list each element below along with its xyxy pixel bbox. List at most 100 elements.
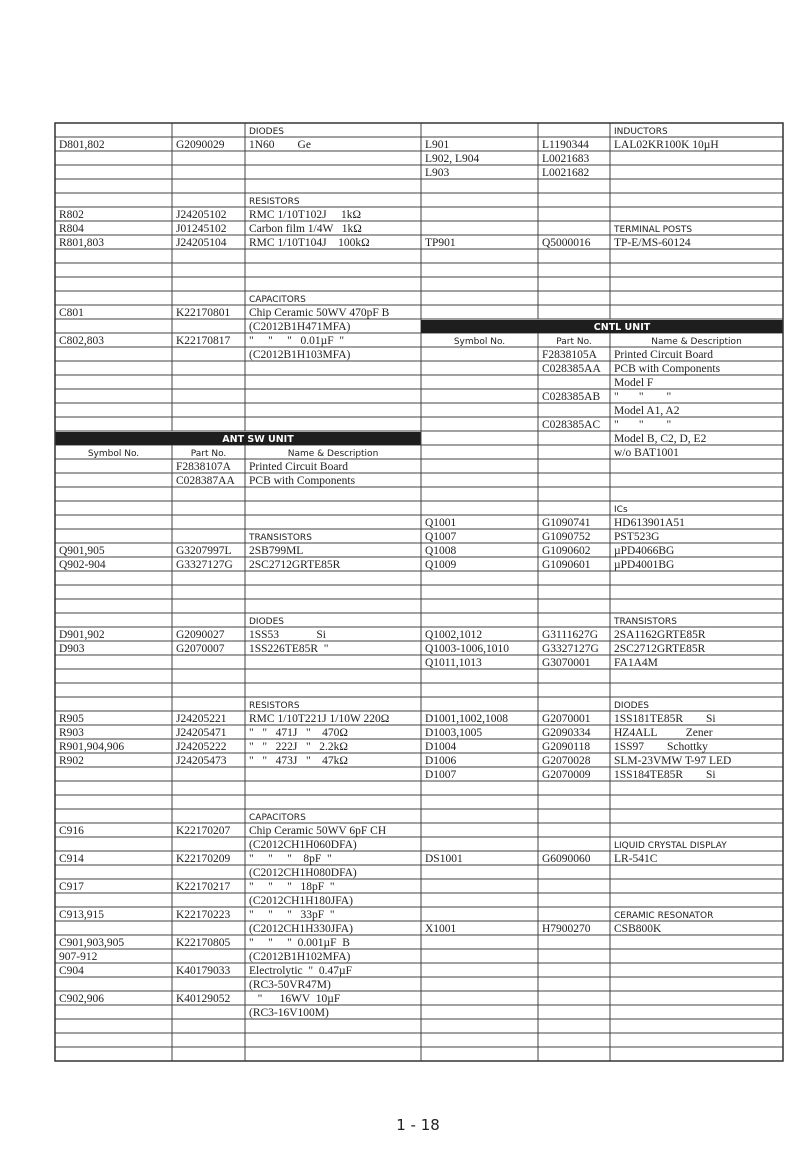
cell: (C2012B1H103MFA)	[249, 349, 351, 361]
cell: C904	[59, 965, 84, 977]
cell: K22170805	[176, 937, 231, 949]
unit-title: ANT SW UNIT	[222, 434, 294, 445]
column-header: Symbol No.	[454, 337, 505, 347]
cell: " " " 0.001µF B	[249, 937, 350, 949]
cell: L0021682	[542, 167, 590, 179]
cell: C802,803	[59, 335, 104, 347]
cell: J24205471	[176, 727, 227, 739]
cell: Q902-904	[59, 559, 106, 571]
cell: (C2012B1H471MFA)	[249, 321, 351, 333]
column-header: Part No.	[191, 449, 227, 459]
cell: L0021683	[542, 153, 590, 165]
cell: Carbon film 1/4W 1kΩ	[249, 223, 362, 235]
cell: (C2012CH1H080DFA)	[249, 867, 357, 879]
cell: F2838105A	[542, 349, 598, 361]
cell: " " " 33pF "	[249, 909, 335, 921]
cell: Q1001	[425, 517, 457, 529]
cell: " " " 18pF "	[249, 881, 335, 893]
cell: G3070001	[542, 657, 591, 669]
section-heading: CAPACITORS	[249, 813, 306, 823]
cell: G3207997L	[176, 545, 232, 557]
cell: K22170207	[176, 825, 231, 837]
cell: Model A1, A2	[614, 405, 680, 417]
cell: G2070001	[542, 713, 591, 725]
cell: 1SS181TE85R Si	[614, 713, 716, 725]
cell: (RC3-50VR47M)	[249, 979, 331, 991]
cell: G3111627G	[542, 629, 598, 641]
cell: G2090118	[542, 741, 590, 753]
cell: J24205221	[176, 713, 227, 725]
section-heading: DIODES	[614, 701, 649, 711]
cell: C901,903,905	[59, 937, 124, 949]
cell: (C2012B1H102MFA)	[249, 951, 351, 963]
cell: R902	[59, 755, 84, 767]
section-heading: LIQUID CRYSTAL DISPLAY	[614, 841, 727, 851]
cell: 2SC2712GRTE85R	[614, 643, 706, 655]
cell: LAL02KR100K 10µH	[614, 139, 719, 151]
cell: G1090601	[542, 559, 591, 571]
cell: 1SS97 Schottky	[614, 741, 708, 753]
cell: D1006	[425, 755, 457, 767]
cell: (C2012CH1H060DFA)	[249, 839, 357, 851]
cell: G2070009	[542, 769, 591, 781]
cell: G2070028	[542, 755, 591, 767]
cell: Chip Ceramic 50WV 6pF CH	[249, 825, 386, 837]
cell: 1SS226TE85R "	[249, 643, 328, 655]
cell: 1N60 Ge	[249, 139, 311, 151]
cell: RMC 1/10T104J 100kΩ	[249, 237, 370, 249]
cell: F2838107A	[176, 461, 232, 473]
cell: Q1007	[425, 531, 457, 543]
unit-bar	[55, 432, 421, 445]
cell: Q1003-1006,1010	[425, 643, 509, 655]
cell: Model B, C2, D, E2	[614, 433, 707, 445]
cell: " " "	[614, 419, 671, 431]
section-heading: RESISTORS	[249, 701, 300, 711]
cell: PCB with Components	[249, 475, 356, 487]
cell: Q901,905	[59, 545, 105, 557]
cell: H7900270	[542, 923, 591, 935]
cell: LR-541C	[614, 853, 658, 865]
cell: " " " 0.01µF "	[249, 335, 344, 347]
cell: R903	[59, 727, 84, 739]
cell: R802	[59, 209, 84, 221]
cell: CSB800K	[614, 923, 662, 935]
cell: SLM-23VMW T-97 LED	[614, 755, 731, 767]
cell: D1001,1002,1008	[425, 713, 508, 725]
cell: C801	[59, 307, 84, 319]
section-heading: ICs	[614, 505, 628, 515]
cell: µPD4001BG	[614, 559, 674, 571]
cell: FA1A4M	[614, 657, 658, 669]
cell: (C2012CH1H330JFA)	[249, 923, 353, 935]
cell: C028385AA	[542, 363, 601, 375]
cell: G3327127G	[176, 559, 233, 571]
cell: 1SS184TE85R Si	[614, 769, 716, 781]
cell: 1SS53 Si	[249, 629, 326, 641]
column-header: Name & Description	[651, 337, 742, 347]
section-heading: RESISTORS	[249, 197, 300, 207]
section-heading: CERAMIC RESONATOR	[614, 911, 713, 921]
cell: 2SC2712GRTE85R	[249, 559, 341, 571]
cell: D901,902	[59, 629, 105, 641]
cell: " " "	[614, 391, 671, 403]
cell: L901	[425, 139, 450, 151]
cell: (C2012CH1H180JFA)	[249, 895, 353, 907]
cell: K22170817	[176, 335, 231, 347]
cell: G2090334	[542, 727, 591, 739]
section-heading: DIODES	[249, 617, 284, 627]
cell: J24205102	[176, 209, 227, 221]
cell: R901,904,906	[59, 741, 124, 753]
cell: RMC 1/10T102J 1kΩ	[249, 209, 361, 221]
cell: J24205473	[176, 755, 227, 767]
cell: K40129052	[176, 993, 231, 1005]
cell: PCB with Components	[614, 363, 721, 375]
cell: 907-912	[59, 951, 98, 963]
cell: L1190344	[542, 139, 589, 151]
cell: K22170223	[176, 909, 231, 921]
cell: 2SA1162GRTE85R	[614, 629, 706, 641]
cell: HD613901A51	[614, 517, 685, 529]
cell: C028385AC	[542, 419, 600, 431]
cell: D903	[59, 643, 85, 655]
cell: G2090029	[176, 139, 225, 151]
cell: D801,802	[59, 139, 105, 151]
